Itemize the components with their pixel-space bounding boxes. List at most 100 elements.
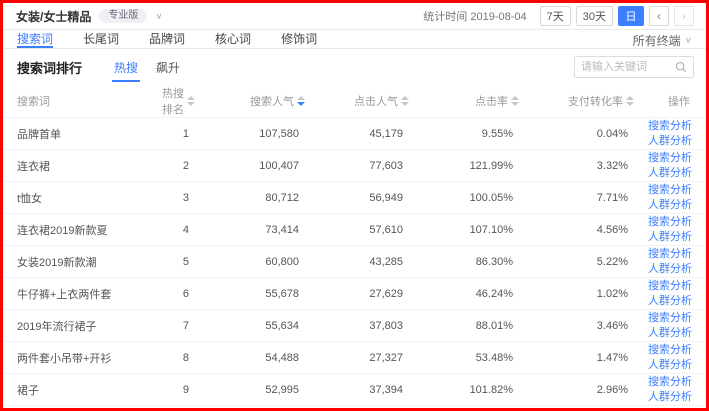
search-analysis-link[interactable]: 搜索分析 bbox=[648, 183, 692, 196]
search-analysis-link[interactable]: 搜索分析 bbox=[648, 343, 692, 356]
sort-icon[interactable] bbox=[297, 96, 305, 106]
rank-cell: 7 bbox=[182, 319, 189, 332]
click-rate-cell: 101.82% bbox=[469, 383, 513, 396]
col-search-popularity[interactable]: 搜索人气 bbox=[199, 85, 309, 118]
search-analysis-link[interactable]: 搜索分析 bbox=[648, 215, 692, 228]
click-rate-cell: 86.30% bbox=[475, 255, 513, 268]
click-rate-cell: 53.48% bbox=[475, 351, 513, 364]
stat-time-label: 统计时间 2019-08-04 bbox=[423, 11, 527, 23]
actions-cell: 搜索分析 人群分析 bbox=[638, 182, 706, 214]
sort-icon[interactable] bbox=[626, 96, 634, 106]
sort-icon[interactable] bbox=[511, 96, 519, 106]
actions-cell: 搜索分析 人群分析 bbox=[638, 278, 706, 310]
terminal-filter-dropdown[interactable]: 所有终端 ∨ bbox=[633, 30, 692, 48]
keyword-cell: 2019年流行裙子 bbox=[17, 320, 97, 333]
col-click-rate[interactable]: 点击率 bbox=[413, 85, 523, 118]
actions-cell: 搜索分析 人群分析 bbox=[638, 310, 706, 342]
search-popularity-cell: 52,995 bbox=[265, 383, 299, 396]
keyword-cell: 牛仔裤+上衣两件套 bbox=[17, 288, 112, 301]
category-title: 女装/女士精品 bbox=[16, 9, 92, 24]
click-popularity-cell: 77,603 bbox=[369, 159, 403, 172]
col-click-popularity[interactable]: 点击人气 bbox=[309, 85, 413, 118]
range-7d-button[interactable]: 7天 bbox=[539, 6, 571, 26]
rank-cell: 5 bbox=[182, 255, 189, 268]
rank-cell: 6 bbox=[182, 287, 189, 300]
keyword-cell: 品牌首单 bbox=[17, 128, 61, 141]
range-30d-button[interactable]: 30天 bbox=[575, 6, 613, 26]
keyword-search-input[interactable] bbox=[581, 61, 675, 73]
actions-cell: 搜索分析 人群分析 bbox=[638, 374, 706, 406]
table-header-row: 搜索词 热搜排名 搜索人气 点击人气 点击率 支付转化率 操作 bbox=[3, 85, 706, 118]
tab-core-word[interactable]: 核心词 bbox=[215, 32, 252, 46]
keyword-cell: 女装2019新款潮 bbox=[17, 256, 97, 269]
crowd-analysis-link[interactable]: 人群分析 bbox=[648, 294, 692, 307]
search-analysis-link[interactable]: 搜索分析 bbox=[648, 151, 692, 164]
col-rank[interactable]: 热搜排名 bbox=[153, 85, 199, 118]
click-popularity-cell: 27,629 bbox=[369, 287, 403, 300]
tab-brand-word[interactable]: 品牌词 bbox=[149, 32, 186, 46]
table-row: 两件套小吊带+开衫 8 54,488 27,327 53.48% 1.47% 搜… bbox=[3, 341, 706, 374]
search-analysis-link[interactable]: 搜索分析 bbox=[648, 375, 692, 388]
pay-conversion-cell: 3.46% bbox=[596, 319, 628, 332]
click-popularity-cell: 45,179 bbox=[369, 127, 403, 140]
sort-icon[interactable] bbox=[187, 96, 195, 106]
search-popularity-cell: 107,580 bbox=[259, 127, 299, 140]
keyword-cell: 连衣裙2019新款夏 bbox=[17, 224, 108, 237]
click-popularity-cell: 56,949 bbox=[369, 191, 403, 204]
sort-icon[interactable] bbox=[401, 96, 409, 106]
search-analysis-link[interactable]: 搜索分析 bbox=[648, 119, 692, 132]
tab-search-word[interactable]: 搜索词 bbox=[17, 32, 54, 48]
pay-conversion-cell: 5.22% bbox=[596, 255, 628, 268]
click-popularity-cell bbox=[309, 406, 413, 409]
click-popularity-cell: 37,803 bbox=[369, 319, 403, 332]
search-popularity-cell: 55,634 bbox=[265, 319, 299, 332]
range-day-button[interactable]: 日 bbox=[618, 6, 644, 26]
pay-conversion-cell: 3.32% bbox=[596, 159, 628, 172]
search-analysis-link[interactable]: 搜索分析 bbox=[648, 247, 692, 260]
pay-conversion-cell: 4.56% bbox=[596, 223, 628, 236]
pay-conversion-cell: 1.47% bbox=[596, 351, 628, 364]
table-row: 连衣裙2019新款夏 4 73,414 57,610 107.10% 4.56%… bbox=[3, 213, 706, 246]
crowd-analysis-link[interactable]: 人群分析 bbox=[648, 166, 692, 179]
subtab-hot-search[interactable]: 热搜 bbox=[112, 53, 141, 82]
col-pay-conversion[interactable]: 支付转化率 bbox=[523, 85, 638, 118]
prev-day-button[interactable]: ‹ bbox=[649, 6, 669, 26]
keyword-search-box bbox=[574, 56, 694, 78]
rank-section-header: 搜索词排行 热搜 飙升 bbox=[3, 49, 706, 85]
crowd-analysis-link[interactable]: 人群分析 bbox=[648, 262, 692, 275]
click-rate-cell: 9.55% bbox=[481, 127, 513, 140]
next-day-button[interactable]: › bbox=[674, 6, 694, 26]
search-icon[interactable] bbox=[675, 61, 687, 73]
click-rate-cell: 100.05% bbox=[469, 191, 513, 204]
chevron-down-icon[interactable]: ∨ bbox=[155, 11, 163, 21]
subtab-rising[interactable]: 飙升 bbox=[156, 60, 181, 75]
search-popularity-cell: 55,678 bbox=[265, 287, 299, 300]
crowd-analysis-link[interactable]: 人群分析 bbox=[648, 198, 692, 211]
table-row: t恤女 3 80,712 56,949 100.05% 7.71% 搜索分析 人… bbox=[3, 181, 706, 214]
tab-long-tail-word[interactable]: 长尾词 bbox=[83, 32, 120, 46]
actions-cell: 搜索分析 人群分析 bbox=[638, 246, 706, 278]
crowd-analysis-link[interactable]: 人群分析 bbox=[648, 358, 692, 371]
click-popularity-cell: 37,394 bbox=[369, 383, 403, 396]
crowd-analysis-link[interactable]: 人群分析 bbox=[648, 134, 692, 147]
crowd-analysis-link[interactable]: 人群分析 bbox=[648, 390, 692, 403]
keyword-cell bbox=[3, 406, 153, 409]
rank-cell: 2 bbox=[182, 159, 189, 172]
crowd-analysis-link[interactable]: 人群分析 bbox=[648, 326, 692, 339]
keyword-cell: 两件套小吊带+开衫 bbox=[17, 352, 112, 365]
search-analysis-link[interactable]: 搜索分析 bbox=[648, 311, 692, 324]
pay-conversion-cell: 7.71% bbox=[596, 191, 628, 204]
actions-cell: 搜索分析 人群分析 bbox=[638, 214, 706, 246]
click-popularity-cell: 43,285 bbox=[369, 255, 403, 268]
crowd-analysis-link[interactable]: 人群分析 bbox=[648, 230, 692, 243]
chevron-down-icon: ∨ bbox=[684, 35, 692, 45]
tab-modifier-word[interactable]: 修饰词 bbox=[281, 32, 318, 46]
search-analysis-link[interactable]: 搜索分析 bbox=[648, 279, 692, 292]
click-popularity-cell: 27,327 bbox=[369, 351, 403, 364]
table-row: 连衣裙 2 100,407 77,603 121.99% 3.32% 搜索分析 … bbox=[3, 149, 706, 182]
search-popularity-cell: 60,800 bbox=[265, 255, 299, 268]
pro-version-badge: 专业版 bbox=[99, 9, 148, 23]
col-actions: 操作 bbox=[668, 96, 690, 108]
search-word-table: 搜索词 热搜排名 搜索人气 点击人气 点击率 支付转化率 操作 品牌首单 1 1… bbox=[3, 85, 706, 409]
search-popularity-cell: 73,414 bbox=[265, 223, 299, 236]
